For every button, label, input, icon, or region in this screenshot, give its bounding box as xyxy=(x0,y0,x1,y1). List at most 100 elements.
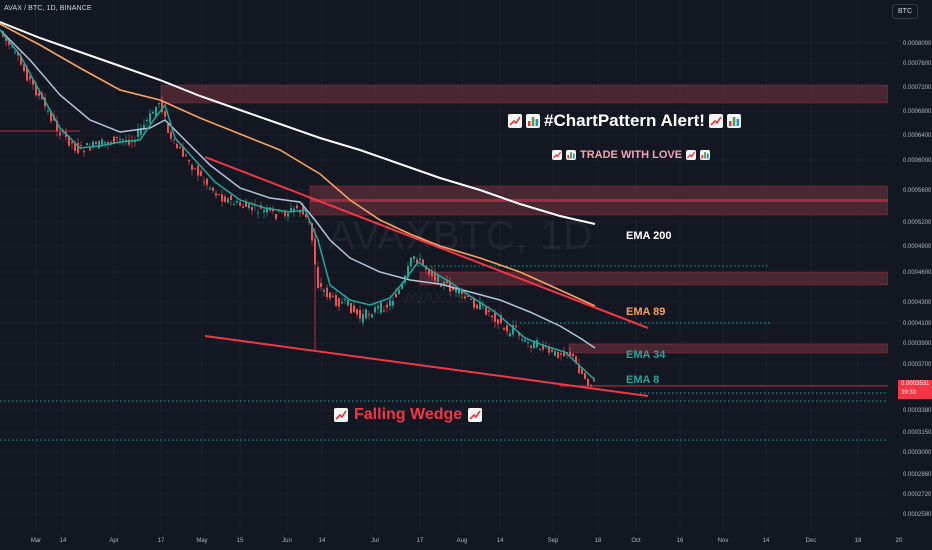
candle-body xyxy=(107,142,109,145)
candle-body xyxy=(335,295,337,306)
candle-body xyxy=(524,339,526,342)
symbol-header: AVAX / BTC, 1D, BINANCE xyxy=(4,5,92,12)
candle-body xyxy=(575,356,577,363)
price-axis: 0.0008000 0.0007600 0.0007200 0.0006800 0.00… xyxy=(888,0,932,530)
candle-body xyxy=(83,150,85,153)
time-tick-label: Oct xyxy=(631,538,641,544)
time-tick-label: Nov xyxy=(718,538,729,544)
candle-body xyxy=(452,287,454,291)
candle-body xyxy=(428,270,430,275)
candle-body xyxy=(416,259,418,264)
candle-body xyxy=(20,56,22,65)
chart-increasing-icon xyxy=(708,114,723,128)
candle-body xyxy=(377,305,379,309)
candle-body xyxy=(200,171,202,176)
candle-body xyxy=(149,113,151,123)
candle-body xyxy=(560,353,562,355)
candle-body xyxy=(413,256,415,260)
wedge-text: Falling Wedge xyxy=(354,406,463,423)
time-tick-label: Aug xyxy=(457,538,468,544)
price-tick-label: 0.0007600 xyxy=(903,61,932,67)
price-tick-label: 0.0004300 xyxy=(903,300,932,306)
candle-body xyxy=(155,106,157,117)
candle-body xyxy=(179,146,181,149)
price-tick-label: 0.0004100 xyxy=(903,321,932,327)
candle-body xyxy=(503,328,505,330)
candle-body xyxy=(590,384,592,386)
candle-body xyxy=(542,344,544,350)
ema34-label: EMA 34 xyxy=(626,349,666,361)
price-tick-label: 0.0004900 xyxy=(903,244,932,250)
wedge-lines xyxy=(204,156,649,397)
candle-body xyxy=(137,129,139,137)
candle-body xyxy=(362,314,364,323)
price-tick-label: 0.0003380 xyxy=(903,408,932,414)
candle-body xyxy=(578,364,580,374)
chart-increasing-icon xyxy=(468,408,483,422)
candle-body xyxy=(461,290,463,295)
candle-body xyxy=(311,223,313,241)
candle-body xyxy=(446,279,448,284)
candle-body xyxy=(8,41,10,45)
candle-body xyxy=(464,296,466,299)
candle-body xyxy=(128,139,130,145)
candle-body xyxy=(488,310,490,312)
candle-body xyxy=(14,51,16,53)
candle-body xyxy=(218,194,220,196)
currency-button[interactable]: BTC xyxy=(892,4,918,19)
candle-body xyxy=(350,302,352,314)
time-tick-label: 18 xyxy=(595,538,602,544)
time-tick-label: 14 xyxy=(319,538,326,544)
candle-body xyxy=(89,148,91,151)
price-tick-label: 0.0006400 xyxy=(903,133,932,139)
candle-body xyxy=(146,120,148,122)
ema200-line xyxy=(0,21,596,225)
resistance-zone-line xyxy=(310,199,888,202)
candle-body xyxy=(410,257,412,266)
candle-body xyxy=(80,145,82,147)
price-tick-label: 0.0007200 xyxy=(903,85,932,91)
candle-body xyxy=(263,210,265,213)
candle-body xyxy=(287,213,289,217)
candle-body xyxy=(320,283,322,287)
candle-body xyxy=(371,314,373,318)
candle-body xyxy=(365,309,367,319)
time-tick-label: Mar xyxy=(31,538,41,544)
price-tick-label: 0.0002720 xyxy=(903,492,932,498)
candle-body xyxy=(530,345,532,348)
candle-body xyxy=(332,295,334,297)
candle-body xyxy=(431,271,433,277)
chart-increasing-icon xyxy=(334,408,348,422)
candle-body xyxy=(407,266,409,278)
candle-body xyxy=(476,304,478,309)
candle-body xyxy=(11,46,13,48)
candle-body xyxy=(230,195,232,201)
time-tick-label: Sep xyxy=(548,538,559,544)
candle-body xyxy=(164,111,166,117)
price-tick-label: 0.0005600 xyxy=(903,188,932,194)
candle-body xyxy=(215,193,217,196)
bar-chart-icon xyxy=(566,150,576,160)
candlesticks xyxy=(2,30,595,390)
price-tick-label: 0.0002860 xyxy=(903,472,932,478)
time-tick-label: 14 xyxy=(497,538,504,544)
candle-body xyxy=(443,281,445,285)
candle-body xyxy=(176,144,178,149)
candle-body xyxy=(188,160,190,162)
candle-body xyxy=(233,204,235,206)
wedge-upper-line xyxy=(204,156,649,329)
ema89-label: EMA 89 xyxy=(626,306,666,318)
candle-body xyxy=(398,289,400,295)
candle-body xyxy=(434,272,436,281)
time-tick-label: 14 xyxy=(60,538,67,544)
candle-body xyxy=(29,76,31,80)
candle-body xyxy=(71,141,73,144)
candle-body xyxy=(587,378,589,386)
time-tick-label: Jun xyxy=(282,538,292,544)
chart-increasing-icon xyxy=(508,114,522,128)
price-tick-label: 0.0003700 xyxy=(903,362,932,368)
candle-body xyxy=(470,298,472,300)
ema34-line xyxy=(0,29,596,349)
price-tick-label: 0.0008000 xyxy=(903,41,932,47)
